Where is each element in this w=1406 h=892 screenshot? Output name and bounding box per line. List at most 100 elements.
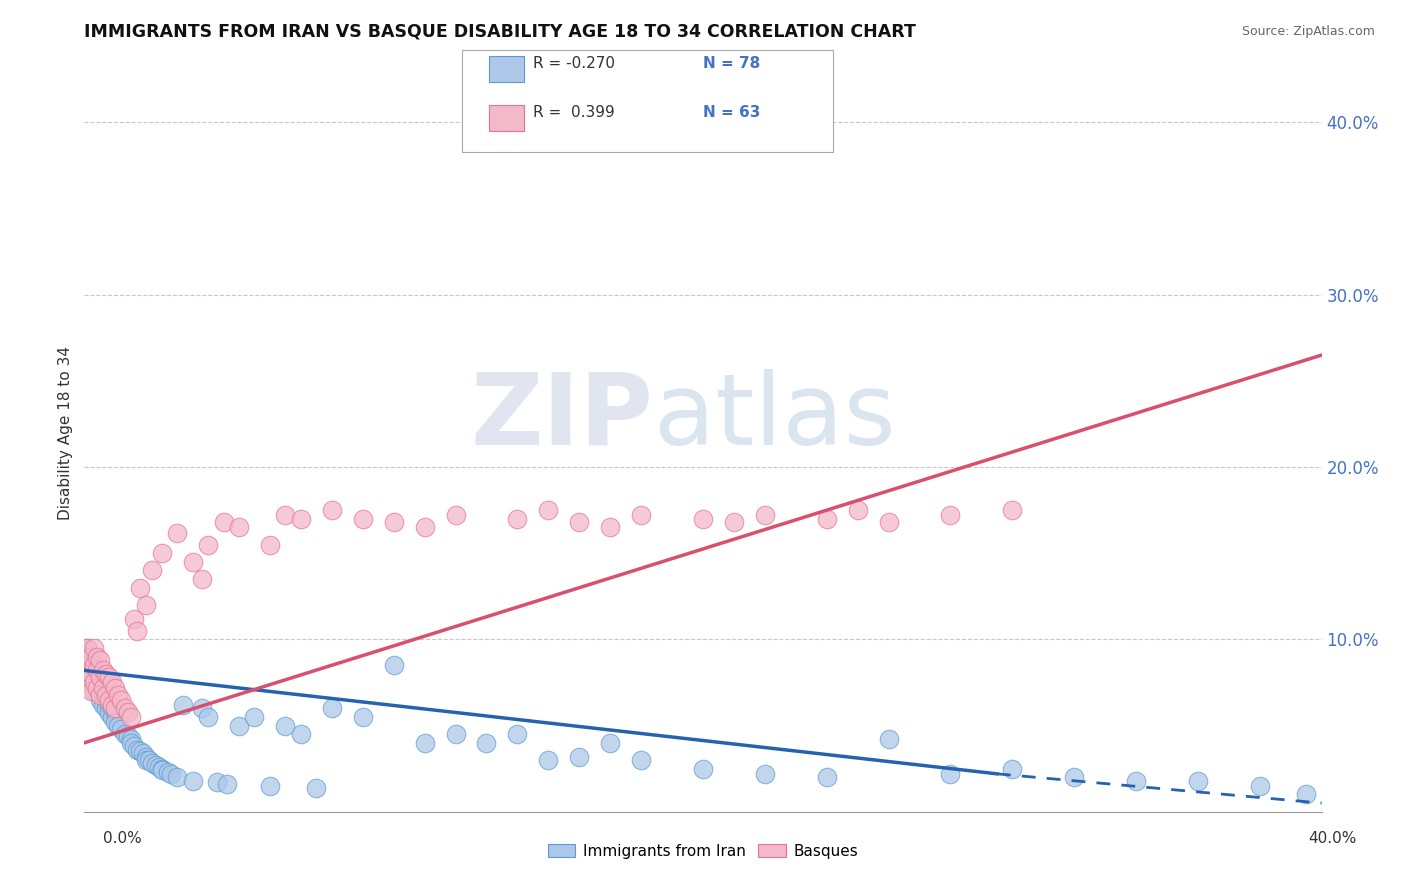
Point (117, 705, 139, 719)
Point (1063, 770, 1085, 784)
Point (83, 675, 105, 690)
Point (141, 756, 163, 771)
Point (228, 520, 250, 534)
Point (630, 753, 652, 767)
Point (120, 736, 142, 750)
Text: R = -0.270: R = -0.270 (533, 56, 616, 70)
Point (83, 640, 105, 655)
Point (1001, 503, 1024, 517)
Text: IMMIGRANTS FROM IRAN VS BASQUE DISABILITY AGE 18 TO 34 CORRELATION CHART: IMMIGRANTS FROM IRAN VS BASQUE DISABILIT… (84, 23, 917, 41)
Point (444, 727, 467, 741)
Point (181, 773, 204, 788)
Point (145, 758, 167, 772)
Point (537, 753, 560, 767)
Point (290, 727, 312, 741)
Point (125, 624, 148, 638)
Point (141, 564, 163, 578)
Point (877, 515, 900, 529)
Point (815, 512, 838, 526)
Point (91, 681, 114, 695)
Point (191, 572, 214, 586)
Point (104, 701, 127, 715)
Point (215, 777, 238, 791)
Point (352, 512, 374, 526)
Point (86, 664, 108, 678)
Point (939, 508, 962, 523)
Point (76, 658, 98, 673)
Text: ZIP: ZIP (471, 369, 654, 466)
Point (76, 640, 98, 655)
Point (212, 515, 235, 529)
Bar (489, 56, 523, 81)
Bar (489, 105, 523, 131)
Point (79, 666, 101, 681)
Point (274, 718, 297, 732)
Point (79, 666, 101, 681)
Point (83, 684, 105, 698)
Point (197, 538, 219, 552)
Point (243, 710, 266, 724)
Point (305, 780, 328, 795)
Point (129, 744, 152, 758)
Point (1295, 788, 1317, 802)
Point (79, 649, 101, 664)
Point (83, 658, 105, 673)
Point (98, 692, 121, 706)
Point (79, 653, 101, 667)
Point (630, 508, 652, 523)
Point (89, 688, 111, 702)
Point (89, 670, 111, 684)
Point (259, 779, 281, 793)
Point (846, 503, 869, 517)
Point (150, 764, 173, 778)
Point (148, 760, 170, 774)
Point (101, 675, 124, 690)
Point (568, 749, 591, 764)
Point (122, 612, 145, 626)
Point (877, 732, 900, 747)
Point (86, 684, 108, 698)
Point (125, 742, 148, 756)
Point (79, 684, 101, 698)
Point (181, 555, 204, 569)
Point (1001, 762, 1024, 776)
Point (172, 698, 194, 712)
Point (191, 701, 214, 715)
Point (815, 770, 838, 784)
Point (76, 675, 98, 690)
Point (939, 767, 962, 781)
Point (259, 538, 281, 552)
Point (156, 765, 179, 780)
Point (104, 705, 127, 719)
Point (135, 598, 157, 612)
Point (107, 718, 129, 732)
Point (692, 512, 714, 526)
Point (506, 727, 529, 741)
Text: Source: ZipAtlas.com: Source: ZipAtlas.com (1241, 25, 1375, 38)
Point (150, 546, 173, 560)
Point (89, 681, 111, 695)
Point (197, 710, 219, 724)
Point (132, 746, 155, 760)
Point (754, 767, 776, 781)
Point (98, 670, 121, 684)
Point (89, 692, 111, 706)
Point (94, 692, 117, 706)
Point (290, 512, 312, 526)
Point (117, 729, 139, 743)
Text: 40.0%: 40.0% (1309, 831, 1357, 846)
Point (114, 727, 136, 741)
Point (104, 681, 127, 695)
Point (568, 515, 591, 529)
Text: atlas: atlas (654, 369, 896, 466)
Point (413, 736, 436, 750)
Point (352, 710, 374, 724)
Point (1249, 779, 1271, 793)
Point (754, 508, 776, 523)
Point (135, 753, 157, 767)
Point (160, 767, 183, 781)
Point (94, 701, 117, 715)
Point (86, 681, 108, 695)
Point (91, 688, 114, 702)
Point (91, 664, 114, 678)
